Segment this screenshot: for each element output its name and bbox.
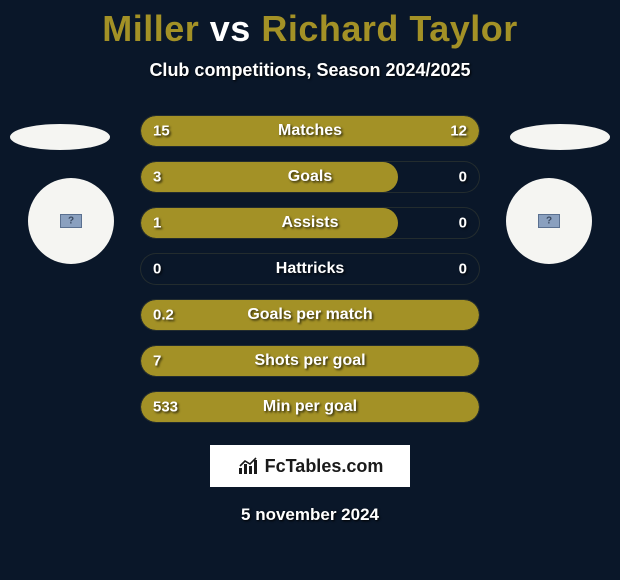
stat-label: Hattricks bbox=[276, 260, 344, 278]
stat-row: 1 Assists 0 bbox=[140, 207, 480, 239]
stat-value-left: 533 bbox=[153, 399, 178, 416]
player2-name: Richard Taylor bbox=[261, 8, 517, 49]
vs-text: vs bbox=[210, 8, 251, 49]
player1-ellipse bbox=[10, 124, 110, 150]
stat-label: Goals per match bbox=[247, 306, 372, 324]
stat-value-right: 0 bbox=[459, 215, 467, 232]
placeholder-flag-icon bbox=[538, 214, 560, 228]
stat-label: Assists bbox=[282, 214, 339, 232]
stat-value-right: 0 bbox=[459, 261, 467, 278]
stat-row: 15 Matches 12 bbox=[140, 115, 480, 147]
stat-value-left: 1 bbox=[153, 215, 161, 232]
stat-label: Shots per goal bbox=[254, 352, 365, 370]
stat-value-left: 3 bbox=[153, 169, 161, 186]
stat-row: 533 Min per goal bbox=[140, 391, 480, 423]
stat-row: 7 Shots per goal bbox=[140, 345, 480, 377]
stat-row: 3 Goals 0 bbox=[140, 161, 480, 193]
stat-value-right: 0 bbox=[459, 169, 467, 186]
stat-value-left: 15 bbox=[153, 123, 170, 140]
player1-name: Miller bbox=[102, 8, 199, 49]
brand-chart-icon bbox=[237, 456, 261, 476]
stat-fill-left bbox=[141, 208, 398, 238]
stat-row: 0 Hattricks 0 bbox=[140, 253, 480, 285]
stat-value-right: 12 bbox=[450, 123, 467, 140]
comparison-title: Miller vs Richard Taylor bbox=[0, 0, 620, 50]
brand-box: FcTables.com bbox=[210, 445, 410, 487]
stat-value-left: 0.2 bbox=[153, 307, 174, 324]
stat-value-left: 0 bbox=[153, 261, 161, 278]
stats-container: 15 Matches 12 3 Goals 0 1 Assists 0 0 Hattricks 0 0.… bbox=[0, 115, 620, 423]
stat-value-left: 7 bbox=[153, 353, 161, 370]
placeholder-flag-icon bbox=[60, 214, 82, 228]
player2-ellipse bbox=[510, 124, 610, 150]
stat-label: Min per goal bbox=[263, 398, 357, 416]
stat-label: Matches bbox=[278, 122, 342, 140]
brand-text: FcTables.com bbox=[265, 456, 384, 477]
stat-label: Goals bbox=[288, 168, 332, 186]
player1-badge bbox=[28, 178, 114, 264]
player2-badge bbox=[506, 178, 592, 264]
subtitle: Club competitions, Season 2024/2025 bbox=[0, 60, 620, 81]
stat-fill-left bbox=[141, 162, 398, 192]
date-text: 5 november 2024 bbox=[0, 505, 620, 525]
stat-row: 0.2 Goals per match bbox=[140, 299, 480, 331]
